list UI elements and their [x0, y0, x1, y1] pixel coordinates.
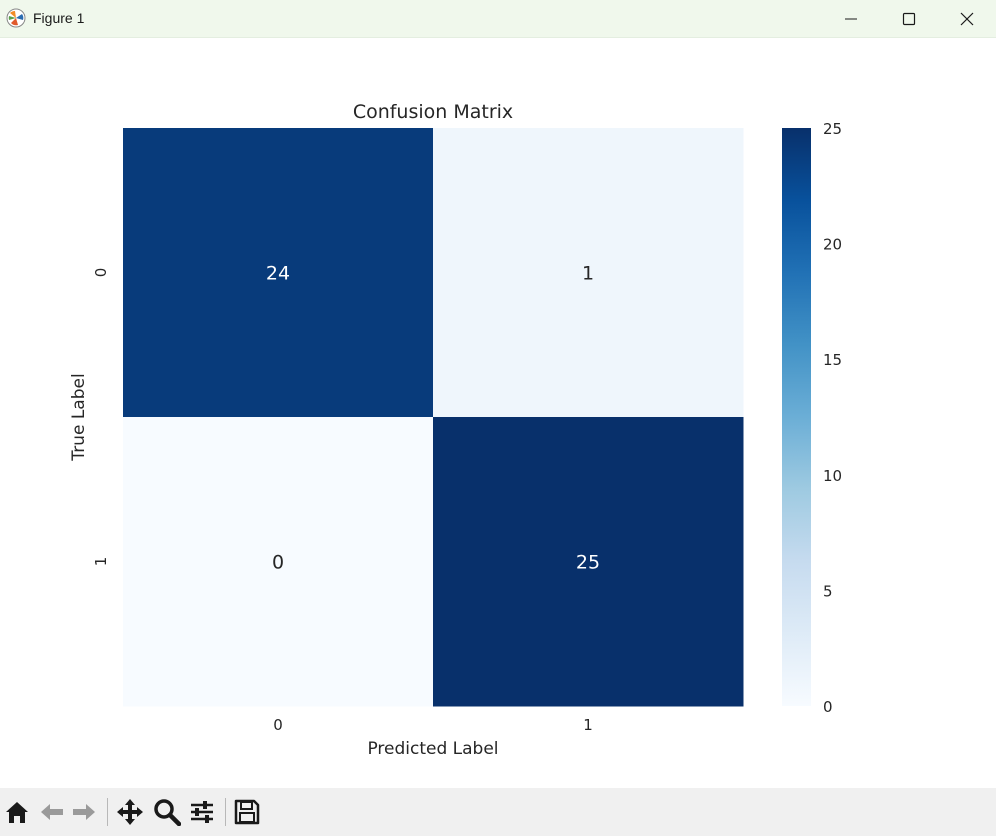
colorbar-tick-label: 20 [823, 236, 842, 254]
pan-button[interactable] [113, 795, 147, 829]
heatmap-cell [433, 128, 744, 418]
forward-button[interactable] [67, 795, 101, 829]
toolbar-separator [107, 798, 108, 826]
window-title: Figure 1 [33, 10, 85, 26]
close-icon [960, 12, 974, 26]
colorbar-ticks: 0 5 10 15 20 25 [823, 120, 842, 716]
x-axis-label: Predicted Label [367, 739, 498, 759]
home-button[interactable] [0, 795, 34, 829]
heatmap-cell [123, 417, 434, 707]
colorbar-tick-label: 15 [823, 351, 842, 369]
colorbar [782, 128, 811, 706]
y-tick-label: 0 [92, 268, 110, 278]
zoom-icon [154, 799, 181, 826]
home-icon [6, 802, 28, 823]
window-titlebar: Figure 1 [0, 0, 996, 38]
toolbar-separator [225, 798, 226, 826]
configure-subplots-icon [191, 801, 213, 823]
forward-icon [73, 804, 95, 820]
colorbar-tick-label: 25 [823, 120, 842, 138]
minimize-button[interactable] [822, 0, 880, 38]
y-tick-label: 1 [92, 557, 110, 567]
cell-value-label: 25 [576, 552, 600, 574]
configure-subplots-button[interactable] [185, 795, 219, 829]
save-icon [234, 799, 260, 825]
close-button[interactable] [938, 0, 996, 38]
heatmap-cells: 24 1 0 25 [123, 128, 744, 707]
minimize-icon [845, 18, 857, 20]
maximize-icon [902, 12, 916, 26]
x-tick-label: 0 [273, 716, 283, 734]
back-button[interactable] [35, 795, 69, 829]
heatmap-cell [123, 128, 434, 418]
cell-value-label: 1 [582, 263, 594, 285]
cell-value-label: 0 [272, 552, 284, 574]
matplotlib-icon [6, 8, 26, 28]
pan-icon [117, 799, 143, 825]
x-tick-label: 1 [583, 716, 593, 734]
zoom-button[interactable] [150, 795, 184, 829]
colorbar-tick-label: 0 [823, 698, 833, 716]
y-axis-ticks: 01 [92, 268, 110, 567]
y-axis-label: True Label [69, 373, 89, 461]
maximize-button[interactable] [880, 0, 938, 38]
heatmap-cell [433, 417, 744, 707]
colorbar-tick-label: 10 [823, 467, 842, 485]
save-button[interactable] [230, 795, 264, 829]
back-icon [41, 804, 63, 820]
chart-title: Confusion Matrix [353, 101, 513, 123]
navigation-toolbar [0, 788, 996, 836]
cell-value-label: 24 [266, 263, 290, 285]
colorbar-tick-label: 5 [823, 582, 833, 600]
